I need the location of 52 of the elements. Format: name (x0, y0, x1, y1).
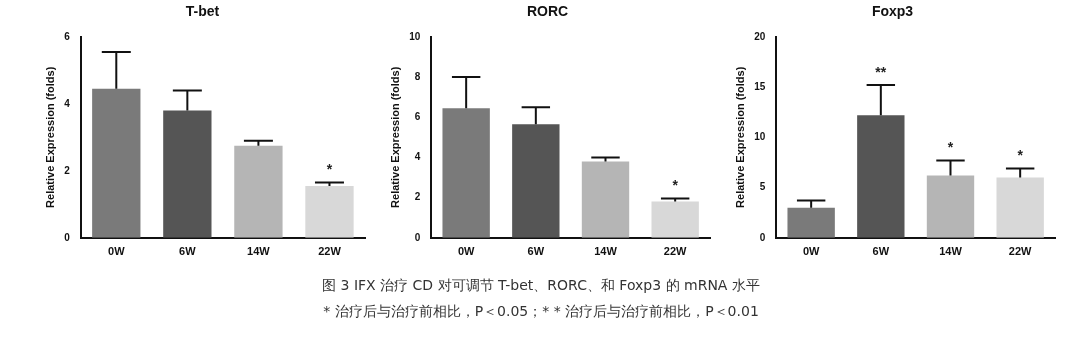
x-tick-label: 6W (527, 245, 545, 258)
bar (996, 177, 1044, 238)
y-tick-label: 20 (754, 30, 766, 42)
annotation: * (947, 139, 954, 156)
y-tick-label: 4 (414, 151, 421, 163)
annotation: * (672, 177, 679, 194)
chart-title: RORC (526, 3, 569, 20)
annotation: * (326, 161, 333, 178)
y-tick-label: 10 (754, 131, 766, 143)
x-tick-label: 22W (318, 245, 342, 258)
x-tick-label: 22W (663, 245, 688, 258)
x-tick-label: 0W (457, 245, 476, 258)
caption: 图 3 IFX 治疗 CD 对可调节 T-bet、RORC、和 Foxp3 的 mRNA 水平 (321, 276, 761, 295)
y-tick-label: 8 (414, 70, 421, 82)
annotation: ** (875, 63, 887, 80)
x-tick-label: 14W (939, 245, 963, 258)
bar (163, 110, 212, 238)
y-tick-label: 2 (414, 191, 421, 203)
x-tick-label: 0W (108, 245, 126, 258)
bar (234, 145, 283, 238)
y-axis-title: Relative Expression (folds) (43, 66, 56, 208)
y-tick-label: 6 (64, 30, 71, 42)
y-tick-label: 5 (759, 181, 766, 193)
bar (857, 115, 905, 238)
bar (651, 201, 699, 238)
x-tick-label: 0W (802, 245, 821, 258)
y-axis-title: Relative Expression (folds) (388, 66, 401, 208)
bar (926, 175, 975, 238)
bar (512, 124, 560, 238)
y-tick-label: 0 (64, 231, 71, 243)
bar (442, 108, 490, 238)
y-tick-label: 10 (409, 30, 421, 42)
y-tick-label: 6 (414, 110, 421, 122)
y-tick-label: 0 (759, 231, 766, 243)
x-tick-label: 22W (1008, 245, 1033, 258)
y-tick-label: 2 (64, 164, 71, 176)
y-axis-title: Relative Expression (folds) (733, 66, 746, 208)
x-tick-label: 14W (594, 245, 618, 258)
bar (581, 161, 630, 238)
bar (787, 207, 835, 238)
y-tick-label: 0 (414, 231, 421, 243)
x-tick-label: 6W (179, 245, 197, 258)
chart-title: Foxp3 (871, 3, 914, 20)
annotation: * (1017, 147, 1024, 164)
y-tick-label: 15 (754, 80, 766, 92)
x-tick-label: 6W (872, 245, 890, 258)
chart-title: T-bet (185, 3, 220, 20)
bar (305, 185, 354, 238)
bar (92, 88, 141, 238)
y-tick-label: 4 (64, 97, 71, 109)
text: * 治疗后与治疗前相比，P＜0.05；* * 治疗后与治疗前相比，P＜0.01 (322, 302, 760, 321)
x-tick-label: 14W (247, 245, 271, 258)
